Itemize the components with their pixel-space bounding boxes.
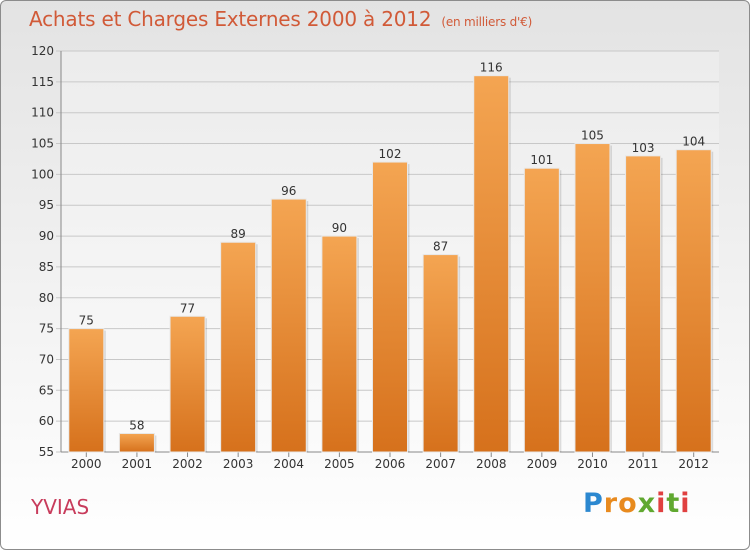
y-tick-label: 80 — [39, 291, 54, 305]
bar-2004[interactable] — [270, 198, 307, 453]
data-label: 101 — [530, 153, 553, 167]
town-name: YVIAS — [31, 495, 90, 519]
bar-2008[interactable] — [473, 75, 510, 453]
x-tick-label: 2005 — [324, 457, 355, 471]
x-tick-label: 2012 — [678, 457, 709, 471]
data-label: 77 — [180, 301, 195, 315]
y-tick-label: 70 — [39, 352, 54, 366]
data-label: 96 — [281, 184, 296, 198]
bar-2011[interactable] — [625, 155, 662, 453]
bar-2012[interactable] — [675, 149, 712, 453]
bar-2007[interactable] — [422, 254, 459, 453]
data-label: 102 — [379, 147, 402, 161]
data-label: 105 — [581, 129, 604, 143]
x-tick-label: 2001 — [122, 457, 153, 471]
y-tick-label: 105 — [31, 137, 54, 151]
y-tick-label: 95 — [39, 198, 54, 212]
data-label: 87 — [433, 240, 448, 254]
x-tick-label: 2010 — [577, 457, 608, 471]
x-tick-label: 2009 — [527, 457, 558, 471]
bars — [68, 75, 714, 453]
bar-2000[interactable] — [68, 328, 105, 453]
data-label: 90 — [332, 221, 347, 235]
y-tick-label: 85 — [39, 260, 54, 274]
data-label: 104 — [682, 135, 705, 149]
y-tick-label: 65 — [39, 383, 54, 397]
bar-2003[interactable] — [220, 241, 257, 453]
data-labels: 75 58 77 89 96 90 102 87 116 101 105 103 104 — [79, 61, 705, 433]
bar-2006[interactable] — [372, 161, 408, 453]
bar-2010[interactable] — [574, 143, 611, 453]
y-tick-label: 110 — [31, 106, 54, 120]
bar-2002[interactable] — [169, 315, 206, 453]
y-tick-label: 75 — [39, 322, 54, 336]
data-label: 58 — [129, 418, 144, 432]
chart-title: Achats et Charges Externes 2000 à 2012 (e… — [29, 7, 532, 31]
chart-subtitle: (en milliers d'€) — [441, 15, 533, 29]
x-tick-label: 2000 — [71, 457, 102, 471]
x-tick-label: 2006 — [375, 457, 406, 471]
bar-2009[interactable] — [523, 167, 560, 453]
x-tick-label: 2003 — [223, 457, 254, 471]
proxiti-logo[interactable]: Proxiti — [583, 488, 691, 519]
x-tick-label: 2011 — [628, 457, 659, 471]
data-label: 89 — [231, 227, 246, 241]
bar-2005[interactable] — [321, 235, 358, 453]
data-label: 116 — [480, 61, 503, 75]
bar-2001[interactable] — [118, 432, 155, 453]
title-text: Achats et Charges Externes 2000 à 2012 — [29, 7, 432, 31]
x-tick-label: 2007 — [425, 457, 456, 471]
y-tick-label: 115 — [31, 75, 54, 89]
y-tick-label: 100 — [31, 167, 54, 181]
y-tick-label: 90 — [39, 229, 54, 243]
x-tick-label: 2008 — [476, 457, 507, 471]
y-tick-label: 55 — [39, 445, 54, 459]
x-tick-label: 2004 — [273, 457, 304, 471]
data-label: 103 — [632, 141, 655, 155]
data-label: 75 — [79, 314, 94, 328]
x-tick-label: 2002 — [172, 457, 203, 471]
y-tick-label: 60 — [39, 414, 54, 428]
y-tick-label: 120 — [31, 44, 54, 58]
